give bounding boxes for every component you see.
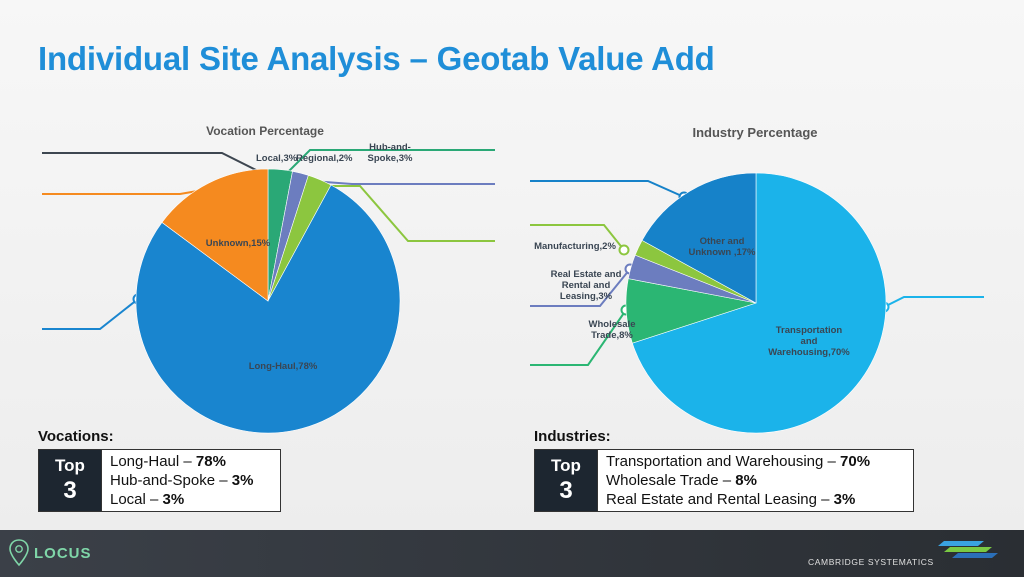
map-pin-icon (9, 539, 29, 567)
leader-line (883, 296, 984, 308)
cs-stripes-icon (938, 541, 998, 558)
slice-label: Manufacturing,2% (534, 241, 616, 252)
list-item: Hub-and-Spoke – 3% (110, 472, 254, 489)
leader-line (530, 309, 627, 366)
industry-pie (625, 172, 887, 434)
vocations-top3-list: Long-Haul – 78% Hub-and-Spoke – 3% Local… (102, 450, 253, 511)
industries-top3-list: Transportation and Warehousing – 70% Who… (598, 450, 870, 511)
vocations-top3-box: Top 3 Long-Haul – 78% Hub-and-Spoke – 3%… (38, 449, 281, 512)
vocation-chart-title: Vocation Percentage (206, 124, 324, 138)
list-item: Real Estate and Rental Leasing – 3% (606, 491, 856, 508)
slice-label: Unknown,15% (206, 238, 271, 249)
list-item: Long-Haul – 78% (110, 453, 226, 470)
slice-label: Other and Unknown ,17% (688, 236, 756, 258)
slice-label: Hub-and-Spoke,3% (368, 142, 413, 164)
leader-line (530, 224, 625, 251)
cs-logo-text: CAMBRIDGE SYSTEMATICS (808, 557, 934, 567)
industry-chart-title: Industry Percentage (692, 125, 818, 140)
industry-slice-labels: Transportation and Warehousing,70% Wholesal… (534, 236, 850, 358)
locus-logo: LOCUS (8, 537, 92, 569)
leader-line (282, 149, 495, 178)
list-item: Local – 3% (110, 491, 185, 508)
slice-label: Local,3% (256, 153, 298, 164)
slice-label: Real Estate and Rental and Leasing,3% (551, 269, 622, 302)
leader-line (530, 180, 685, 198)
slide-title: Individual Site Analysis – Geotab Value … (38, 40, 715, 77)
slice-label: Regional,2% (296, 153, 353, 164)
industries-top3-box: Top 3 Transportation and Warehousing – 7… (534, 449, 914, 512)
list-item: Transportation and Warehousing – 70% (606, 453, 871, 470)
pie-slice (161, 168, 269, 302)
leader-dot (618, 244, 630, 256)
locus-logo-text: LOCUS (34, 544, 92, 562)
cambridge-systematics-logo: CAMBRIDGE SYSTEMATICS (808, 537, 1008, 569)
pie-charts: Local,3%Regional,2% Hub-and-Spoke,3% Long-… (42, 142, 984, 434)
leader-line (42, 298, 139, 330)
badge-number: 3 (63, 476, 77, 504)
slice-label: Transportation and Warehousing,70% (768, 325, 850, 358)
badge-top-text: Top (55, 455, 85, 475)
slice-label: Wholesale Trade,8% (589, 319, 636, 341)
list-item: Wholesale Trade – 8% (606, 472, 757, 489)
badge-number: 3 (559, 476, 573, 504)
footer-bar (0, 530, 1024, 577)
leader-line (530, 268, 631, 307)
industries-top3-badge: Top 3 (535, 450, 598, 511)
pie-slice (641, 172, 757, 304)
leader-line (42, 152, 269, 177)
slice-label: Long-Haul,78% (249, 361, 318, 372)
vocation-slice-labels: Local,3%Regional,2% Hub-and-Spoke,3% Long-… (206, 142, 413, 372)
leader-line (42, 188, 210, 195)
pie-slice (631, 172, 887, 434)
vocation-pie (135, 168, 401, 434)
industries-heading: Industries: (534, 428, 611, 445)
badge-top-text: Top (551, 455, 581, 475)
vocations-heading: Vocations: (38, 428, 114, 445)
pie-slice (135, 184, 401, 434)
vocations-top3-badge: Top 3 (39, 450, 102, 511)
leader-line (318, 185, 495, 242)
